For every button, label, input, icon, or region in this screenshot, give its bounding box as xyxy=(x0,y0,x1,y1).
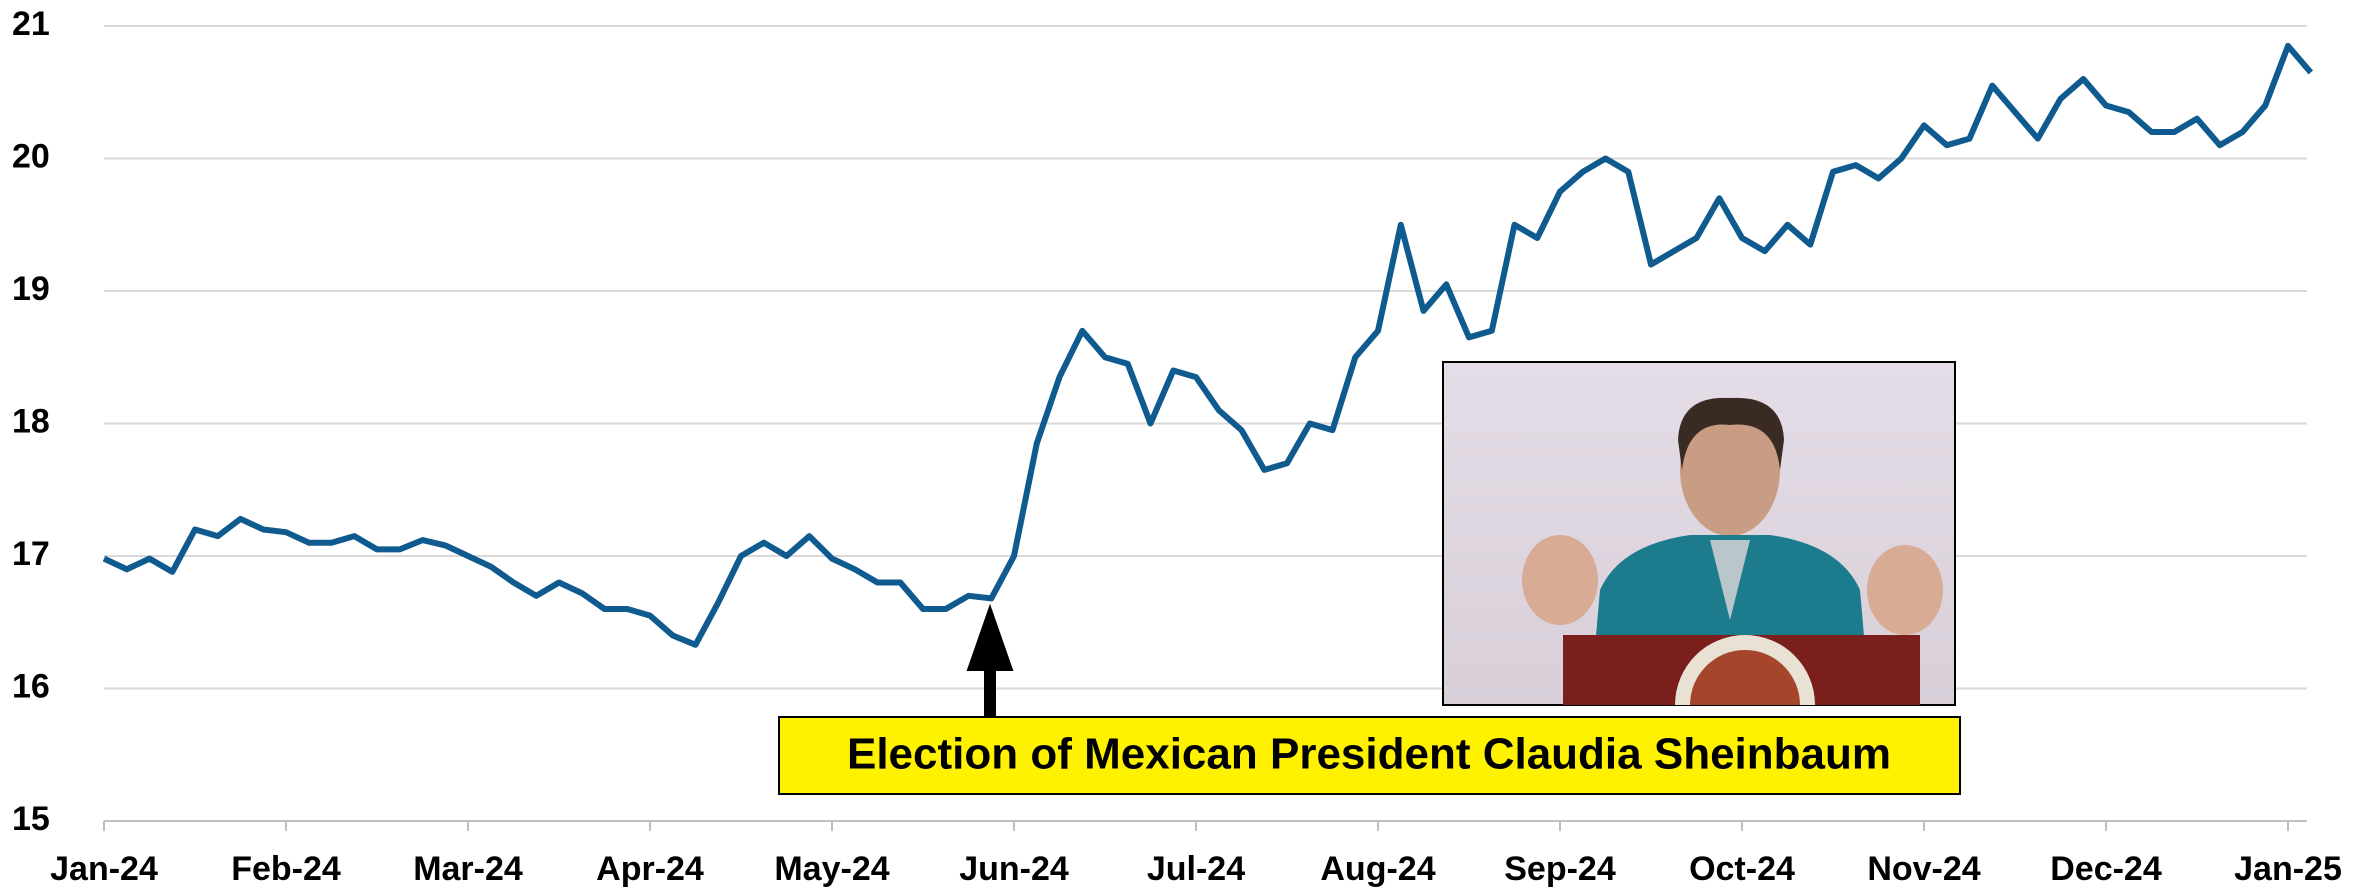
annotation-arrow xyxy=(966,603,1014,717)
y-tick-label: 18 xyxy=(12,402,50,440)
x-tick-label: Oct-24 xyxy=(1689,850,1795,888)
annotation: Election of Mexican President Claudia Sh… xyxy=(778,603,1961,795)
y-tick-label: 21 xyxy=(12,5,50,43)
y-tick-label: 15 xyxy=(12,800,50,838)
photo-seal-inner xyxy=(1690,650,1800,705)
x-tick-label: Nov-24 xyxy=(1867,850,1980,888)
annotation-box xyxy=(778,716,1961,795)
x-tick-label: Dec-24 xyxy=(2050,850,2162,888)
y-tick-label: 16 xyxy=(12,667,50,705)
photo-hand xyxy=(1522,535,1598,625)
x-tick-label: Aug-24 xyxy=(1320,850,1435,888)
x-tick-label: Sep-24 xyxy=(1504,850,1616,888)
photo-face xyxy=(1680,404,1780,536)
x-tick-label: Jul-24 xyxy=(1147,850,1245,888)
annotation-text: Election of Mexican President Claudia Sh… xyxy=(847,730,1891,779)
photo-scarf xyxy=(1710,540,1750,620)
y-tick-label: 19 xyxy=(12,270,50,308)
plot xyxy=(102,42,2314,648)
x-tick-label: Feb-24 xyxy=(231,850,341,888)
x-tick-label: Mar-24 xyxy=(413,850,523,888)
photo-hair xyxy=(1678,397,1784,470)
x-tick-label: May-24 xyxy=(774,850,889,888)
x-tick-label: Apr-24 xyxy=(596,850,704,888)
line xyxy=(102,42,2314,648)
y-tick-label: 20 xyxy=(12,137,50,175)
photo-hand xyxy=(1867,545,1943,635)
y-tick-label: 17 xyxy=(12,535,50,573)
x-tick-label: Jan-24 xyxy=(50,850,158,888)
photo xyxy=(1442,361,1956,706)
x-tick-label: Jan-25 xyxy=(2234,850,2342,888)
x-tick-label: Jun-24 xyxy=(959,850,1069,888)
